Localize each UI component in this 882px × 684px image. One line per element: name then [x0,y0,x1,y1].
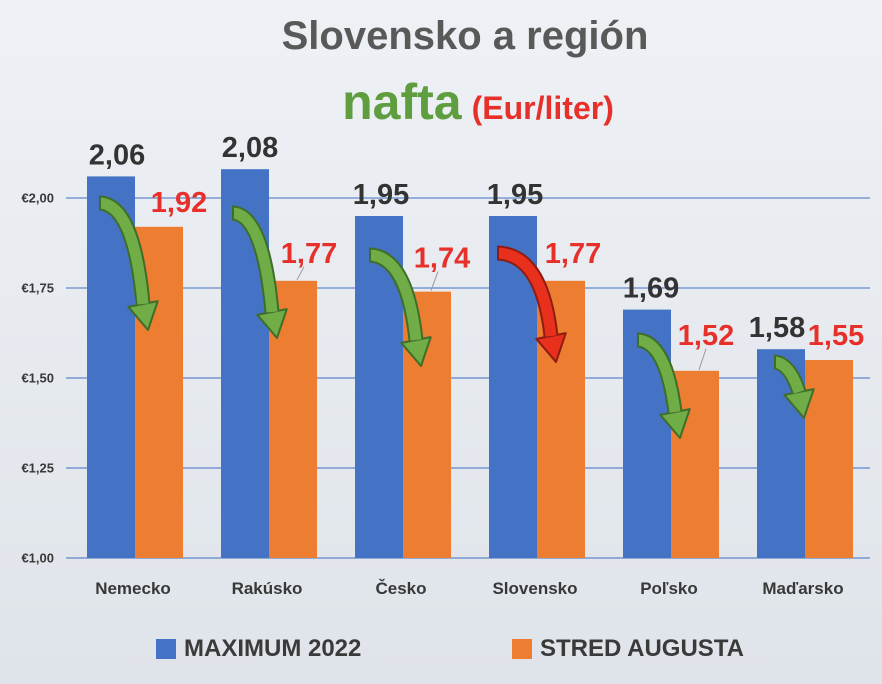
legend-label: MAXIMUM 2022 [184,635,362,662]
category-label: Rakúsko [232,579,303,598]
arrow-body [231,207,278,313]
arrows-group [98,195,815,439]
arrow-body [497,247,557,337]
category-label: Poľsko [640,579,698,598]
y-tick-label: €1,75 [21,281,54,296]
y-tick-label: €1,25 [21,461,54,476]
chart-subtitle: nafta (Eur/liter) [74,72,882,132]
data-label-maximum-2022: 2,08 [222,132,278,164]
legend-swatch-stred-augusta [512,639,532,659]
curved-down-arrow-icon [497,245,567,363]
legend-label: STRED AUGUSTA [540,635,744,662]
data-label-stred-augusta: 1,55 [808,320,864,352]
legend: MAXIMUM 2022 STRED AUGUSTA [0,634,882,664]
y-tick-label: €2,00 [21,191,54,206]
curved-down-arrow-icon [231,205,288,339]
bars-group [87,169,853,559]
category-label: Česko [375,579,426,598]
legend-swatch-maximum-2022 [156,639,176,659]
data-label-maximum-2022: 1,95 [487,179,543,211]
curved-down-arrow-icon [636,332,691,439]
leader-line [430,271,439,291]
leader-line [296,266,305,281]
arrow-body [636,334,681,413]
data-label-stred-augusta: 1,74 [414,243,470,275]
legend-item-maximum-2022: MAXIMUM 2022 [156,634,361,664]
data-label-maximum-2022: 2,06 [89,139,145,171]
category-label: Nemecko [95,579,171,598]
data-label-stred-augusta: 1,77 [281,238,337,270]
arrow-body [773,356,805,394]
curved-down-arrow-icon [98,195,159,331]
gridlines-group: €1,00 €1,25 €1,50 €1,75 €2,00 [21,191,870,566]
chart-title: Slovensko a región [281,14,649,58]
data-label-maximum-2022: 1,58 [749,312,805,344]
category-label: Slovensko [492,579,577,598]
data-label-stred-augusta: 1,52 [678,320,734,352]
category-label: Maďarsko [762,579,843,598]
arrow-body [99,197,149,305]
y-tick-label: €1,50 [21,371,54,386]
legend-item-stred-augusta: STRED AUGUSTA [512,634,744,664]
leader-line [698,348,707,370]
y-tick-label: €1,00 [21,551,54,566]
data-label-stred-augusta: 1,77 [545,238,601,270]
data-label-stred-augusta: 1,92 [151,187,207,219]
curved-down-arrow-icon [773,354,815,419]
curved-down-arrow-icon [368,247,432,367]
labels-group: Nemecko2,061,92Rakúsko2,081,77Česko1,951… [89,132,864,598]
subtitle-unit: (Eur/liter) [471,90,614,126]
data-label-maximum-2022: 1,69 [623,273,679,305]
data-label-maximum-2022: 1,95 [353,179,409,211]
arrow-body [369,249,422,341]
subtitle-fuel: nafta [342,74,462,130]
